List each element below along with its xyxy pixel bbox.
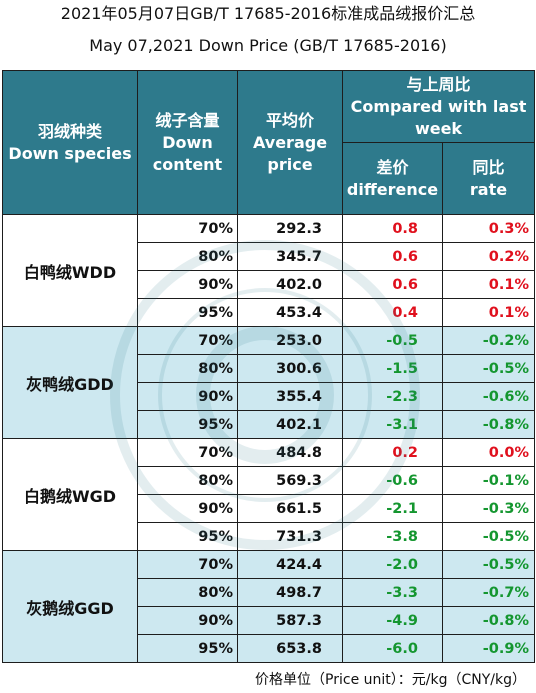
price-cell: 587.3 [237,606,343,635]
table-row: 80% 569.3 -0.6 -0.1% [3,466,536,495]
content-cell: 95% [137,410,238,439]
content-cell: 90% [137,382,238,411]
content-cell: 95% [137,522,238,551]
table-row: 95% 731.3 -3.8 -0.5% [3,522,536,551]
header-rate-label: 同比 rate [469,157,508,199]
rate-cell: 0.2% [441,242,536,271]
content-cell: 80% [137,466,238,495]
table-row: 95% 453.4 0.4 0.1% [3,298,536,327]
table-row: 灰鹅绒GGD 70% 424.4 -2.0 -0.5% [2,550,536,663]
rate-cell: 0.1% [441,298,536,327]
rate-cell: -0.9% [441,634,536,663]
table-row: 白鸭绒WDD 70% 292.3 0.8 0.3% [2,214,536,327]
rate-cell: -0.1% [441,466,536,495]
difference-cell: -2.0 [342,550,443,579]
price-cell: 402.0 [237,270,343,299]
header-diff-label: 差价 difference [346,157,439,199]
price-cell: 345.7 [237,242,343,271]
table-row: 白鹅绒WGD 70% 484.8 0.2 0.0% [2,438,536,551]
price-unit-footer: 价格单位（Price unit）：元/kg（CNY/kg） [255,672,526,688]
rate-cell: -0.2% [441,326,536,355]
content-cell: 90% [137,606,238,635]
header-diff: 差价 difference [342,142,443,215]
rate-cell: -0.5% [441,354,536,383]
species-cell: 灰鹅绒GGD [2,550,138,663]
header-content-label: 绒子含量 Down content [152,110,223,174]
difference-cell: 0.2 [342,438,443,467]
rate-cell: -0.5% [441,522,536,551]
price-cell: 355.4 [237,382,343,411]
rate-cell: -0.8% [441,606,536,635]
difference-cell: -2.1 [342,494,443,523]
difference-cell: 0.6 [342,270,443,299]
price-cell: 661.5 [237,494,343,523]
price-cell: 484.8 [237,438,343,467]
content-cell: 95% [137,298,238,327]
rate-cell: -0.3% [441,494,536,523]
difference-cell: -0.6 [342,466,443,495]
difference-cell: -3.3 [342,578,443,607]
difference-cell: 0.4 [342,298,443,327]
page-title: 2021年05月07日GB/T 17685-2016标准成品绒报价汇总 [60,4,476,23]
price-cell: 292.3 [237,214,343,243]
difference-cell: 0.6 [342,242,443,271]
price-cell: 424.4 [237,550,343,579]
header-species: 羽绒种类 Down species [2,70,138,215]
table-row: 95% 653.8 -6.0 -0.9% [3,634,536,663]
rate-cell: -0.8% [441,410,536,439]
price-cell: 498.7 [237,578,343,607]
rate-cell: 0.1% [441,270,536,299]
content-cell: 70% [137,214,238,243]
rate-cell: 0.3% [441,214,536,243]
content-cell: 90% [137,494,238,523]
difference-cell: -1.5 [342,354,443,383]
table-row: 90% 402.0 0.6 0.1% [3,270,536,299]
price-cell: 300.6 [237,354,343,383]
content-cell: 80% [137,578,238,607]
species-cell: 灰鸭绒GDD [2,326,138,439]
page-subtitle: May 07,2021 Down Price (GB/T 17685-2016) [89,36,447,55]
table-row: 95% 402.1 -3.1 -0.8% [3,410,536,439]
difference-cell: -6.0 [342,634,443,663]
rate-cell: -0.6% [441,382,536,411]
price-table: 羽绒种类 Down species 绒子含量 Down content 平均价 Ave… [2,70,536,663]
content-cell: 80% [137,242,238,271]
header-compared-label: 与上周比 Compared with last week [350,74,527,138]
header-price-label: 平均价 Average price [252,110,328,174]
table-row: 80% 498.7 -3.3 -0.7% [3,578,536,607]
header-price: 平均价 Average price [237,70,343,215]
content-cell: 95% [137,634,238,663]
difference-cell: -2.3 [342,382,443,411]
content-cell: 90% [137,270,238,299]
content-cell: 70% [137,550,238,579]
price-cell: 453.4 [237,298,343,327]
price-cell: 569.3 [237,466,343,495]
difference-cell: -0.5 [342,326,443,355]
price-cell: 653.8 [237,634,343,663]
content-cell: 70% [137,326,238,355]
table-row: 灰鸭绒GDD 70% 253.0 -0.5 -0.2% [2,326,536,439]
species-cell: 白鹅绒WGD [2,438,138,551]
header-content: 绒子含量 Down content [137,70,238,215]
price-cell: 731.3 [237,522,343,551]
difference-cell: 0.8 [342,214,443,243]
rate-cell: 0.0% [441,438,536,467]
content-cell: 80% [137,354,238,383]
content-cell: 70% [137,438,238,467]
difference-cell: -4.9 [342,606,443,635]
header-compared: 与上周比 Compared with last week [341,70,536,143]
rate-cell: -0.7% [441,578,536,607]
difference-cell: -3.1 [342,410,443,439]
price-cell: 402.1 [237,410,343,439]
table-row: 90% 661.5 -2.1 -0.3% [3,494,536,523]
header-species-label: 羽绒种类 Down species [8,121,132,163]
table-row: 80% 300.6 -1.5 -0.5% [3,354,536,383]
table-body: 白鸭绒WDD 70% 292.3 0.8 0.3% 80% 345.7 0.6 0.2% 90% 4… [2,214,536,663]
rate-cell: -0.5% [441,550,536,579]
difference-cell: -3.8 [342,522,443,551]
price-cell: 253.0 [237,326,343,355]
header-rate: 同比 rate [441,142,536,215]
species-cell: 白鸭绒WDD [2,214,138,327]
table-row: 80% 345.7 0.6 0.2% [3,242,536,271]
